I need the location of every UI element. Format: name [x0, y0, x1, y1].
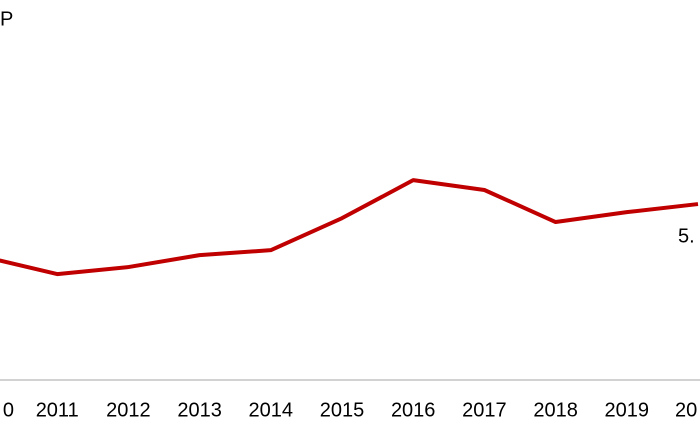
x-tick-label: 2015	[320, 399, 365, 421]
x-tick-label: 2012	[106, 399, 151, 421]
chart-title: P	[0, 8, 13, 30]
x-tick-label: 0	[3, 399, 14, 421]
x-tick-label: 20	[675, 399, 697, 421]
x-tick-label: 2013	[177, 399, 222, 421]
x-tick-label: 2011	[36, 399, 79, 421]
line	[0, 178, 699, 277]
x-tick-label: 2017	[462, 399, 507, 421]
x-tick-label: 2019	[605, 399, 650, 421]
x-tick-label: 2016	[391, 399, 436, 421]
x-tick-label: 2018	[533, 399, 578, 421]
x-tick-label: 2014	[249, 399, 294, 421]
value-label: 5.	[678, 225, 695, 247]
